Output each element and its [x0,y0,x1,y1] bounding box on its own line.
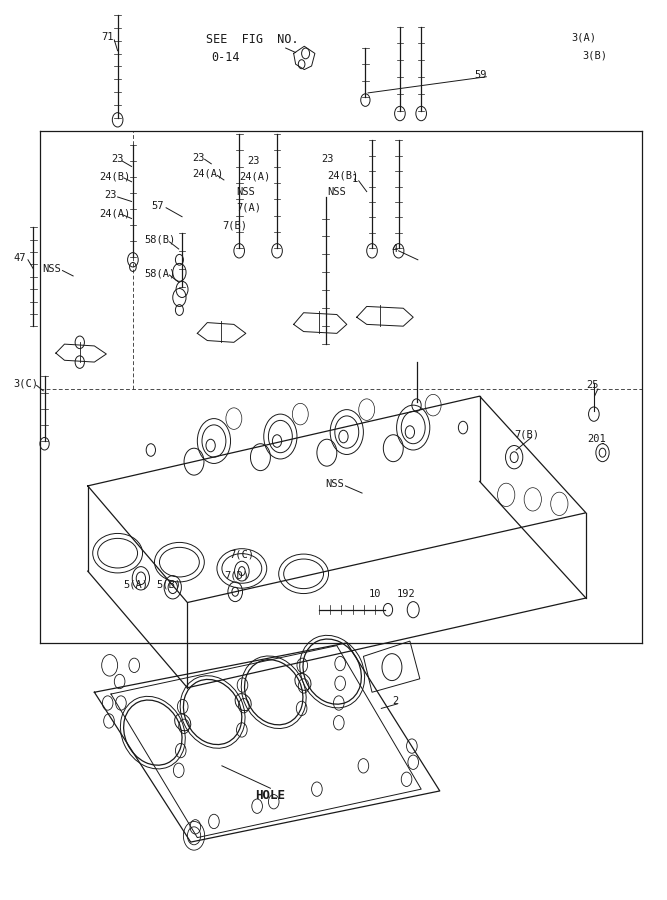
Text: 24(A): 24(A) [99,208,130,218]
Text: 71: 71 [101,32,113,42]
Text: NSS: NSS [325,479,344,489]
Text: 5(A): 5(A) [123,580,148,590]
Text: 24(B): 24(B) [327,170,358,180]
Text: 7(A): 7(A) [236,202,261,212]
Text: SEE  FIG  NO.: SEE FIG NO. [206,33,299,47]
Text: 3(A): 3(A) [572,32,596,42]
Text: 25: 25 [586,381,598,391]
Text: HOLE: HOLE [255,789,285,802]
Text: NSS: NSS [43,264,61,274]
Text: 0-14: 0-14 [211,50,239,64]
Text: 57: 57 [151,201,163,211]
Text: 4: 4 [392,244,398,254]
Text: NSS: NSS [327,187,346,197]
Text: 7(B): 7(B) [223,220,247,230]
Text: 10: 10 [369,590,382,599]
Text: 23: 23 [193,152,205,163]
Text: 1: 1 [352,174,358,184]
Text: NSS: NSS [236,187,255,197]
Text: 23: 23 [321,154,334,165]
Text: 7(D): 7(D) [225,571,249,580]
Text: 23: 23 [104,190,117,200]
Text: 3(B): 3(B) [582,50,608,60]
Text: 58(B): 58(B) [144,234,175,244]
Text: 201: 201 [587,434,606,445]
Text: 24(A): 24(A) [239,171,270,181]
Text: 58(A): 58(A) [144,268,175,278]
Text: 24(B): 24(B) [99,171,131,181]
Text: 23: 23 [111,154,123,165]
Text: 23: 23 [247,156,259,166]
Text: 192: 192 [397,590,416,599]
Text: 7(C): 7(C) [229,549,254,559]
Text: 47: 47 [13,253,26,263]
Text: 7(B): 7(B) [514,429,539,440]
Text: 5(B): 5(B) [156,580,181,590]
Text: 2: 2 [392,697,398,706]
Text: 3(C): 3(C) [13,379,38,389]
Text: 24(A): 24(A) [193,168,224,179]
Text: 59: 59 [474,70,487,80]
